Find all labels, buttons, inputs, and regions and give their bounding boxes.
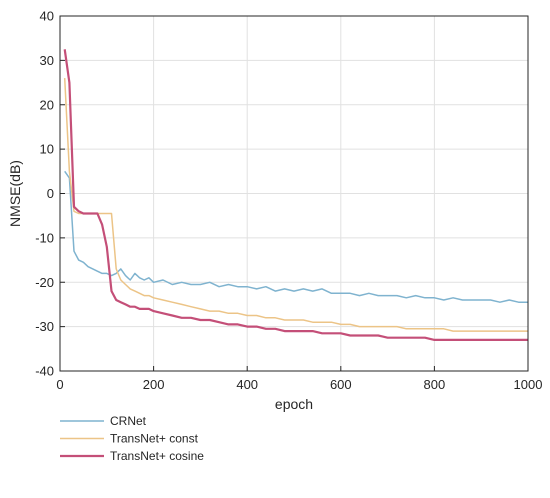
y-tick-label: 40: [40, 9, 54, 24]
x-tick-label: 200: [143, 377, 165, 392]
x-axis-label: epoch: [275, 396, 313, 412]
tick-labels: 0 200 400 600 800 1000 -40 -30 -20 -10 0 10 20 30 40: [35, 9, 542, 393]
y-axis-label: NMSE(dB): [7, 160, 23, 227]
legend-label-1: CRNet: [110, 414, 147, 428]
x-tick-label: 400: [236, 377, 258, 392]
x-tick-label: 800: [424, 377, 446, 392]
series-layer: [63, 49, 528, 341]
legend: CRNet TransNet+ const TransNet+ cosine: [60, 414, 204, 463]
x-tick-label: 1000: [514, 377, 543, 392]
y-tick-label: -10: [35, 230, 54, 245]
x-tick-label: 0: [56, 377, 63, 392]
y-tick-label: -30: [35, 319, 54, 334]
y-tick-label: 0: [47, 186, 54, 201]
y-tick-label: -20: [35, 275, 54, 290]
y-tick-label: -40: [35, 364, 54, 379]
legend-label-3: TransNet+ cosine: [110, 449, 204, 463]
y-tick-label: 20: [40, 97, 54, 112]
series-line-3: [63, 49, 528, 341]
grid-lines: [60, 16, 528, 371]
series-line-2: [63, 78, 528, 332]
y-tick-label: 30: [40, 53, 54, 68]
legend-label-2: TransNet+ const: [110, 432, 199, 446]
x-tick-label: 600: [330, 377, 352, 392]
y-tick-label: 10: [40, 142, 54, 157]
